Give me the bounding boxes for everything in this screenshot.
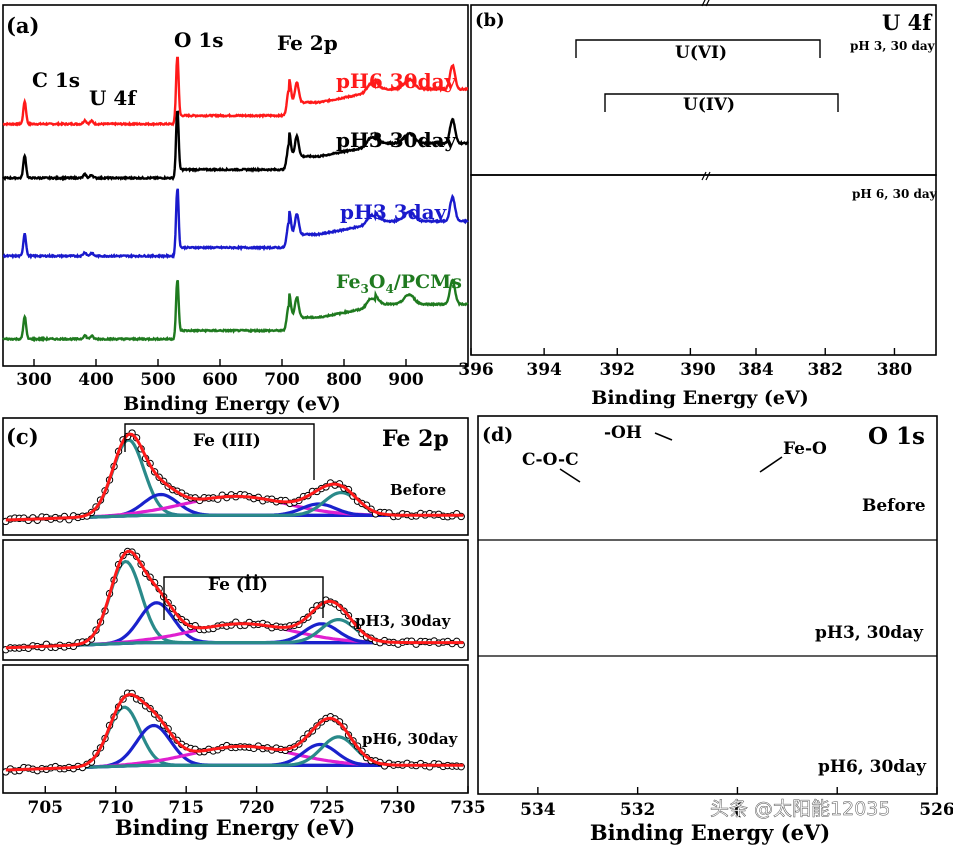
panel-a-xlabel: Binding Energy (eV) [123,393,340,415]
b-tick-label-382: 382 [807,360,843,380]
a-tick-label-400: 400 [78,370,114,390]
fe-before-label: Before [390,481,446,499]
a-tick-label-900: 900 [388,370,424,390]
fe3-annotation: Fe (III) [193,431,261,451]
panel-b-top-frame [470,4,937,176]
panel-d-label: (d) [482,424,513,446]
b-tick-label-396: 396 [458,360,494,380]
panel-b-bottom-frame [470,174,937,356]
d-tick-label-530: ( [733,800,741,820]
d-tick-label-534: 534 [520,800,556,820]
legend-ph3-30day: pH3 30day [336,128,458,152]
c-tick-label-710: 710 [98,798,134,818]
u6-annotation: U(VI) [675,43,727,63]
o-ph6-label: pH6, 30day [818,757,927,777]
panel-c-xlabel: Binding Energy (eV) [115,815,355,840]
panel-c-bottom-frame [2,664,469,794]
fe2p-0-fit-envelope [5,432,464,522]
feo-arrow [759,456,783,473]
axis-break-1 [701,171,711,181]
fe-ph6-label: pH6, 30day [362,730,459,748]
fe2-bracket [163,576,324,620]
panel-b-label: (b) [475,10,505,31]
panel-b-u4f: (b) U 4f pH 3, 30 day pH 6, 30 day U(VI)… [458,0,938,409]
panel-a-survey: (a) 300 400 500 600 700 800 900 C 1s U 4f O 1s… [2,4,470,415]
panel-c-spectra [2,429,465,776]
c-tick-label-725: 725 [309,798,345,818]
panel-b-x-ticks: 396 394 392 390 384 382 380 [458,348,912,380]
peak-label-u4f: U 4f [89,86,137,110]
legend-fe3o4-pcms: Fe3O4/PCMs [336,271,462,296]
panel-c-top-frame [2,417,469,536]
panel-c-mid-frame [2,539,469,661]
peak-label-o1s: O 1s [174,28,224,52]
panel-d-xlabel: Binding Energy (eV) [590,820,830,845]
panel-a-x-ticks: 300 400 500 600 700 800 900 [16,359,424,390]
oh-annotation: -OH [604,423,642,443]
coc-annotation: C-O-C [522,450,579,470]
legend-ph6-30day: pH6 30day [336,69,458,93]
panel-a-spectra [2,56,470,343]
axis-break-0 [701,0,710,7]
peak-label-fe2p: Fe 2p [277,31,338,55]
panel-c-label: (c) [6,424,39,449]
b-tick-label-392: 392 [600,360,636,380]
oh-arrow [654,432,673,441]
fe2-annotation: Fe (İİ) [208,574,268,595]
d-tick-label-532: 532 [620,800,656,820]
panel-d-title: O 1s [868,423,925,450]
survey-series-0 [2,56,469,127]
c-tick-label-730: 730 [380,798,416,818]
c-tick-label-715: 715 [168,798,204,818]
fe-ph3-label: pH3, 30day [355,612,452,630]
a-tick-label-800: 800 [326,370,362,390]
b-tick-label-384: 384 [738,360,774,380]
c-tick-label-720: 720 [239,798,275,818]
panel-b-top-condition: pH 3, 30 day [850,39,936,53]
coc-arrow [559,468,581,483]
u4-annotation: U(IV) [683,95,735,115]
u4-bracket [604,93,839,112]
fe2p-2-fit-envelope [5,692,464,772]
panel-b-spectra [701,0,711,181]
o-before-label: Before [862,496,926,516]
survey-series-2 [2,188,469,260]
a-tick-label-700: 700 [264,370,300,390]
fe3-bracket [124,423,315,480]
panel-c-x-ticks: 705 710 715 720 725 730 735 [28,786,486,818]
peak-label-c1s: C 1s [32,68,80,92]
panel-b-xlabel: Binding Energy (eV) [591,387,808,409]
panel-c-title: Fe 2p [382,426,449,452]
panel-d-x-ticks: 534 532 (526 [520,787,953,820]
c-tick-label-735: 735 [450,798,486,818]
feo-annotation: Fe-O [783,439,827,459]
panel-d-o1s: (d) O 1s C-O-C -OH Fe-O Before pH3, 30da… [477,415,953,845]
legend-ph3-3day: pH3 3day [340,200,448,224]
b-tick-label-380: 380 [877,360,913,380]
panel-b-bottom-condition: pH 6, 30 day [852,187,938,201]
b-tick-label-390: 390 [680,360,716,380]
watermark: 头条 @太阳能12035 [710,798,890,820]
fe2p-1-fit-envelope [5,549,464,650]
panel-a-label: (a) [6,13,39,38]
c-tick-label-705: 705 [28,798,64,818]
survey-series-3 [2,278,469,343]
b-tick-label-394: 394 [526,360,562,380]
panel-d-frame [477,415,938,795]
d-tick-label-526: 526 [919,800,953,820]
survey-series-1 [2,110,470,182]
a-tick-label-600: 600 [202,370,238,390]
o-ph3-label: pH3, 30day [815,623,924,643]
u6-bracket [575,39,821,58]
fe2p-0-component-0 [5,438,464,522]
panel-a-frame [2,4,469,367]
a-tick-label-300: 300 [16,370,52,390]
panel-c-fe2p: (c) Fe 2p Fe (III) Fe (İİ) Before pH3, 3… [2,417,486,840]
a-tick-label-500: 500 [140,370,176,390]
panel-b-title: U 4f [882,10,933,35]
fe2p-1-raw-data [2,547,465,654]
